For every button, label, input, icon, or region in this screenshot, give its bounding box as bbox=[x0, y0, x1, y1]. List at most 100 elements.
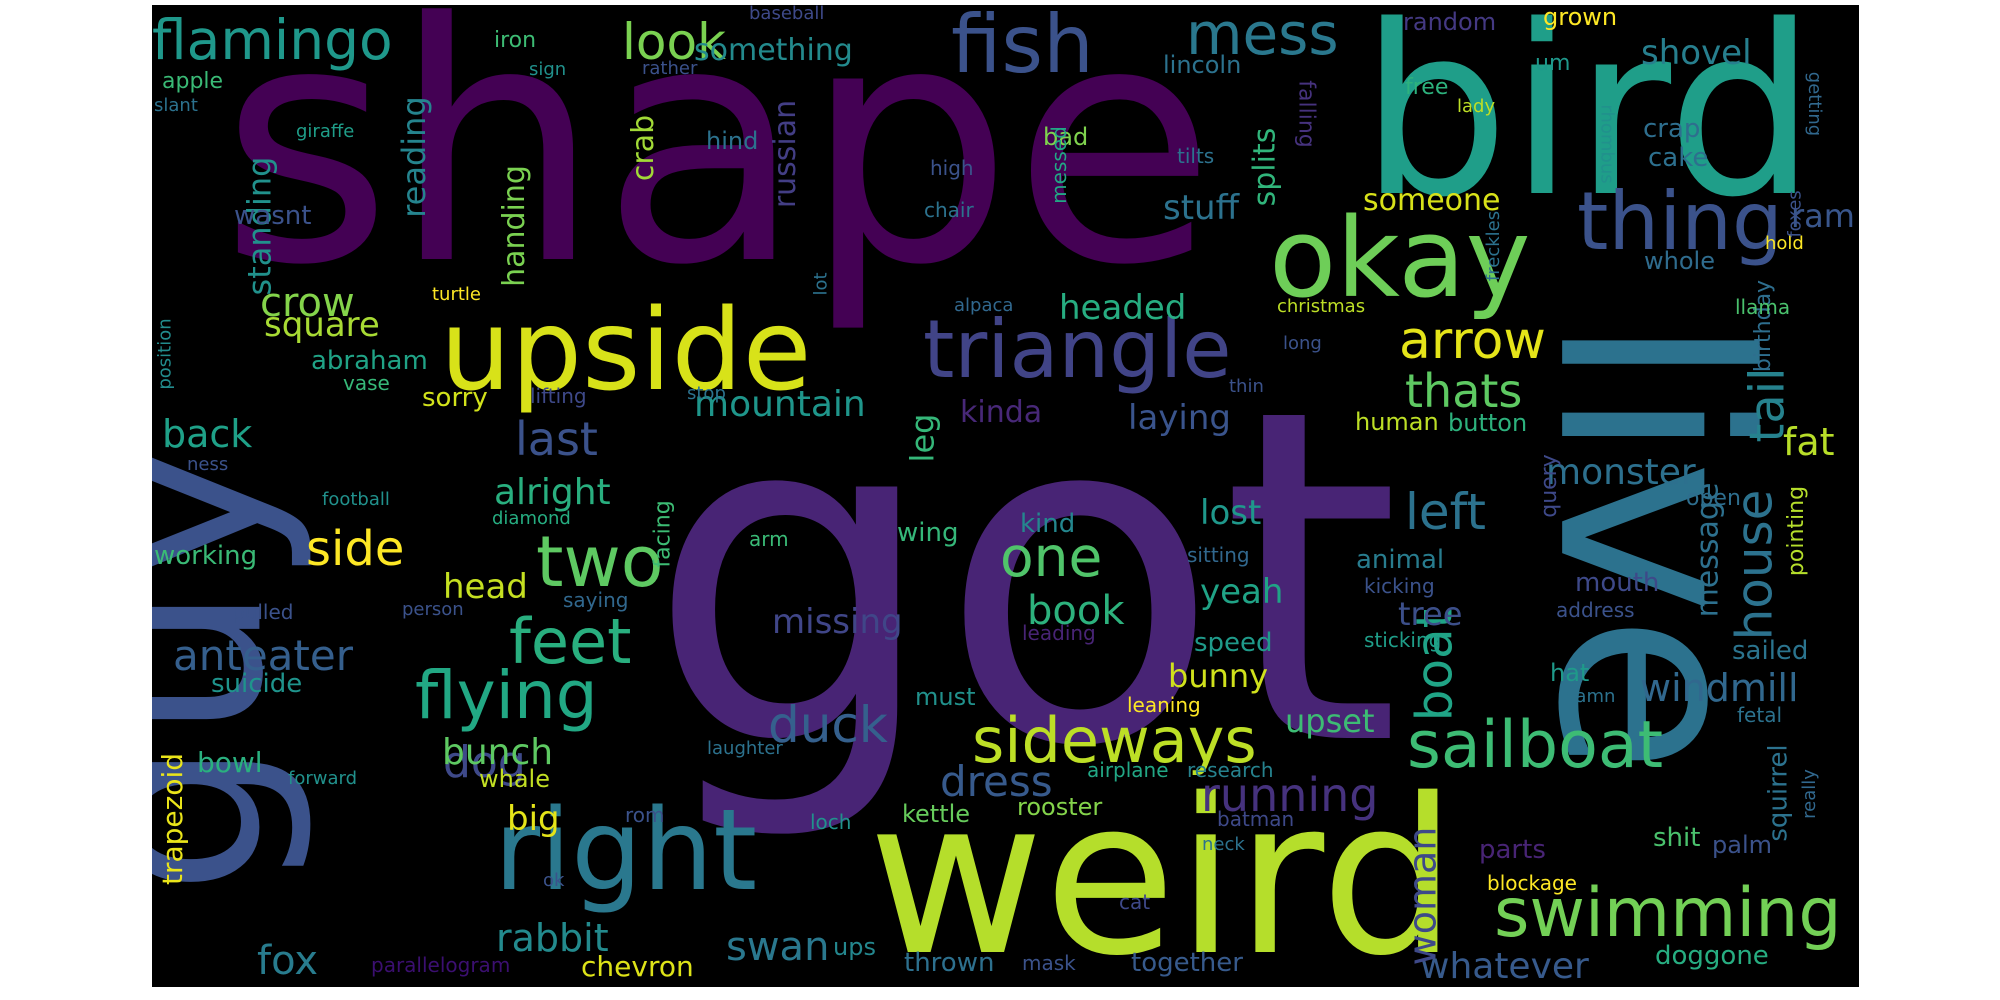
word-airplane: airplane bbox=[1087, 758, 1169, 782]
word-arm: arm bbox=[749, 527, 789, 551]
word-parallelogram: parallelogram bbox=[371, 953, 511, 977]
word-side: side bbox=[306, 521, 405, 577]
word-falling: falling bbox=[1293, 80, 1319, 148]
word-bowl: bowl bbox=[197, 746, 263, 779]
word-anteater: anteater bbox=[173, 631, 353, 680]
word-random: random bbox=[1403, 8, 1497, 36]
word-whale: whale bbox=[479, 765, 550, 793]
word-stop: stop bbox=[687, 383, 726, 404]
word-lost: lost bbox=[1200, 493, 1262, 533]
word-hat: hat bbox=[1550, 659, 1590, 687]
word-head: head bbox=[443, 567, 528, 607]
word-fox: fox bbox=[257, 938, 318, 984]
word-thrown: thrown bbox=[904, 948, 995, 978]
word-one: one bbox=[1000, 525, 1103, 589]
word-neck: neck bbox=[1202, 834, 1245, 855]
word-working: working bbox=[154, 541, 258, 571]
word-left: left bbox=[1405, 483, 1486, 541]
word-back: back bbox=[162, 412, 253, 456]
word-splits: splits bbox=[1247, 127, 1283, 207]
word-reading: reading bbox=[394, 96, 433, 218]
word-bunch: bunch bbox=[442, 732, 554, 773]
word-query: query bbox=[1536, 454, 1562, 518]
word-mess: mess bbox=[1186, 5, 1339, 68]
word-sitting: sitting bbox=[1187, 543, 1250, 567]
word-sign: sign bbox=[529, 59, 567, 80]
word-bird: bird bbox=[1360, 5, 1817, 249]
word-whatever: whatever bbox=[1420, 946, 1589, 987]
word-position: position bbox=[154, 318, 176, 390]
word-abraham: abraham bbox=[311, 346, 428, 376]
word-square: square bbox=[264, 305, 380, 345]
word-shape: shape bbox=[220, 5, 1216, 337]
word-saying: saying bbox=[563, 588, 629, 612]
word-pointing: pointing bbox=[1784, 485, 1810, 577]
word-christmas: christmas bbox=[1277, 296, 1366, 317]
word-wing: wing bbox=[897, 518, 959, 548]
word-arrow: arrow bbox=[1399, 311, 1546, 371]
word-ups: ups bbox=[833, 933, 876, 961]
word-research: research bbox=[1187, 758, 1274, 782]
word-button: button bbox=[1448, 409, 1528, 437]
word-kettle: kettle bbox=[902, 800, 971, 828]
word-birthday: birthday bbox=[1751, 279, 1777, 373]
word-palm: palm bbox=[1712, 831, 1772, 859]
word-hold: hold bbox=[1765, 233, 1804, 254]
word-animal: animal bbox=[1356, 545, 1445, 575]
word-messed: messed bbox=[1046, 126, 1071, 204]
word-mountain: mountain bbox=[694, 384, 866, 425]
word-mouth: mouth bbox=[1575, 568, 1660, 598]
word-bunny: bunny bbox=[1168, 657, 1269, 695]
word-shit: shit bbox=[1653, 823, 1701, 853]
word-must: must bbox=[915, 683, 976, 711]
word-hind: hind bbox=[706, 127, 759, 155]
word-rooster: rooster bbox=[1017, 793, 1103, 821]
word-laying: laying bbox=[1128, 398, 1231, 438]
word-person: person bbox=[402, 599, 464, 620]
word-leading: leading bbox=[1022, 621, 1096, 645]
word-baseball: baseball bbox=[749, 5, 825, 24]
word-dress: dress bbox=[940, 757, 1053, 806]
word-shovel: shovel bbox=[1641, 33, 1752, 73]
word-tilts: tilts bbox=[1177, 144, 1215, 168]
word-giraffe: giraffe bbox=[296, 121, 355, 142]
word-lot: lot bbox=[810, 272, 832, 296]
word-batman: batman bbox=[1217, 807, 1295, 831]
word-thing: thing bbox=[1577, 175, 1783, 268]
word-flying: flying bbox=[415, 657, 598, 734]
word-okay: okay bbox=[1269, 194, 1531, 322]
word-duck: duck bbox=[768, 696, 888, 754]
word-monster: monster bbox=[1546, 452, 1696, 493]
word-upset: upset bbox=[1285, 702, 1375, 740]
word-crap: crap bbox=[1643, 114, 1701, 144]
word-rabbit: rabbit bbox=[496, 916, 609, 960]
word-lifting: lifting bbox=[530, 384, 587, 408]
word-vase: vase bbox=[343, 371, 390, 395]
word-forward: forward bbox=[288, 768, 358, 789]
word-suicide: suicide bbox=[211, 669, 303, 699]
word-thats: thats bbox=[1405, 364, 1523, 418]
word-big: big bbox=[507, 799, 560, 839]
word-look: look bbox=[622, 13, 727, 71]
word-kicking: kicking bbox=[1364, 574, 1435, 598]
word-speed: speed bbox=[1194, 628, 1273, 658]
word-grown: grown bbox=[1543, 5, 1618, 31]
word-lincoln: lincoln bbox=[1163, 51, 1242, 79]
word-bad: bad bbox=[1043, 123, 1089, 151]
word-sorry: sorry bbox=[422, 383, 488, 413]
word-facing: facing bbox=[650, 500, 676, 568]
word-diamond: diamond bbox=[492, 508, 571, 529]
word-triangle: triangle bbox=[923, 303, 1232, 396]
word-wasnt: wasnt bbox=[234, 201, 312, 231]
word-crab: crab bbox=[626, 114, 662, 182]
word-swimming: swimming bbox=[1494, 874, 1842, 953]
word-together: together bbox=[1131, 948, 1243, 978]
word-running: running bbox=[1201, 768, 1379, 822]
word-parts: parts bbox=[1479, 835, 1546, 865]
word-iron: iron bbox=[494, 28, 537, 53]
word-missing: missing bbox=[772, 602, 903, 642]
word-fish: fish bbox=[951, 5, 1094, 91]
word-rhombus: rhombus bbox=[1596, 104, 1618, 184]
word-russian: russian bbox=[768, 99, 804, 209]
word-football: football bbox=[322, 489, 390, 510]
